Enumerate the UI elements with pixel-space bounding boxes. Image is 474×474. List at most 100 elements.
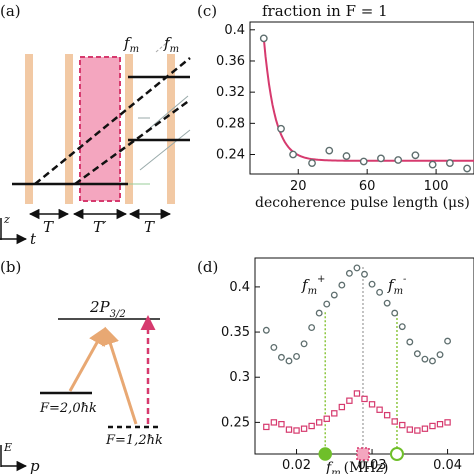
data-point-d-circle: [383, 299, 391, 307]
data-point-d-square: [444, 419, 451, 426]
data-point-d-square: [300, 425, 308, 432]
data-point-d-square: [308, 422, 315, 430]
pulse-bar-2: [65, 54, 73, 204]
ytick-label-c: 0.36: [216, 54, 245, 69]
upper-level-label: 2P3/2: [89, 298, 126, 320]
panel-d: (d) 0.02 0.03 0.04 0.25 0.3 0.35 0.4 fm+ fm- f…: [197, 257, 474, 474]
interval-label-3: T: [144, 218, 155, 236]
data-point-c: [377, 154, 385, 163]
xtick-label-d: 0.03: [358, 458, 387, 473]
data-point-d-square: [323, 415, 330, 422]
energy-axis-label: E: [3, 441, 12, 454]
dashed-path-upper: [34, 57, 191, 185]
data-point-d-circle: [421, 355, 429, 363]
momentum-axis-label: p: [30, 457, 40, 474]
panel-b: (b) 2P3/2 F=2,0ħk F=1,2ħk p E: [0, 258, 163, 474]
fm-plus-label: fm+: [301, 274, 325, 297]
dashed-path-lower: [74, 98, 191, 186]
data-point-d-circle: [270, 343, 278, 351]
position-axis-label: z: [3, 213, 10, 226]
xtick-label-d: 0.02: [282, 458, 311, 473]
pulse-bar-1: [25, 54, 33, 204]
interval-label-2: T′: [93, 218, 107, 236]
data-point-c: [394, 156, 403, 164]
level-left-label: F=2,0ħk: [39, 401, 97, 416]
thin-path-1: [139, 129, 191, 171]
data-point-c: [259, 34, 268, 43]
data-point-d-circle: [413, 350, 421, 358]
data-point-d-square: [421, 425, 429, 432]
panel-c-label: (c): [197, 2, 217, 20]
center-marker: [356, 447, 370, 461]
xtick-label-c: 100: [424, 179, 449, 194]
data-point-d-square: [361, 395, 368, 403]
plot-d-xlabel: fm (MHz): [325, 460, 389, 474]
data-point-d-square: [278, 420, 285, 428]
ytick-label-c: 0.4: [224, 23, 245, 38]
data-point-d-circle: [315, 309, 323, 317]
data-point-d-circle: [391, 309, 399, 317]
data-point-d-circle: [368, 280, 376, 288]
data-point-d-circle: [444, 337, 452, 345]
data-point-d-circle: [398, 323, 406, 331]
panel-c-title: fraction in F = 1: [262, 2, 388, 20]
data-point-d-square: [315, 419, 323, 426]
data-point-c: [308, 159, 316, 167]
data-point-d-square: [285, 426, 293, 433]
data-point-d-circle: [345, 269, 353, 277]
data-point-d-square: [270, 419, 278, 426]
data-point-d-circle: [406, 338, 414, 346]
data-point-d-square: [346, 397, 353, 404]
data-point-d-circle: [323, 300, 331, 308]
level-right-label: F=1,2ħk: [105, 433, 163, 448]
panel-a: (a) fm fm T T′ T t z: [0, 2, 191, 248]
plot-c-xlabel: decoherence pulse length (μs): [255, 195, 470, 211]
data-point-d-circle: [376, 288, 384, 296]
transition-arrow-right: [101, 326, 138, 425]
data-point-d-circle: [330, 291, 338, 299]
data-point-d-circle: [429, 357, 436, 365]
data-point-c: [411, 151, 420, 160]
data-point-c: [325, 146, 334, 155]
fm-minus-marker: [389, 447, 404, 461]
transition-arrow-left: [68, 326, 106, 392]
data-point-d-circle: [353, 264, 361, 272]
panel-a-label: (a): [0, 2, 21, 20]
ytick-label-d: 0.4: [229, 280, 250, 295]
data-point-c: [445, 159, 454, 167]
data-point-d-circle: [262, 326, 270, 334]
data-point-d-square: [353, 390, 361, 397]
data-point-d-square: [368, 401, 376, 408]
data-point-d-square: [399, 421, 406, 429]
data-point-d-square: [414, 427, 421, 434]
data-point-d-circle: [300, 340, 308, 348]
interval-label-1: T: [43, 218, 54, 236]
ytick-label-c: 0.28: [216, 116, 245, 131]
ytick-label-d: 0.25: [221, 415, 250, 430]
panel-c: (c) fraction in F = 1 20 60 100 0.24 0.28 0.3…: [197, 2, 474, 211]
ytick-label-d: 0.35: [221, 325, 250, 340]
fm-label-2: fm: [163, 34, 179, 55]
data-point-d-square: [376, 406, 383, 413]
fm-minus-label: fm-: [387, 274, 407, 297]
fm-label-1: fm: [123, 34, 139, 55]
data-point-d-square: [338, 403, 346, 411]
pulse-bar-3: [125, 54, 133, 204]
xtick-label-d: 0.04: [433, 458, 462, 473]
xtick-label-c: 20: [290, 179, 307, 194]
data-point-d-circle: [308, 324, 316, 331]
data-point-d-square: [406, 426, 414, 433]
data-point-d-square: [391, 418, 398, 425]
data-point-d-square: [436, 420, 444, 428]
data-point-c: [428, 160, 437, 169]
data-point-c: [342, 152, 351, 160]
data-point-c: [359, 157, 368, 166]
data-point-d-circle: [277, 353, 285, 361]
data-point-c: [277, 124, 285, 133]
decoherence-pulse: [79, 56, 121, 202]
xtick-label-c: 60: [359, 179, 376, 194]
data-point-d-circle: [361, 270, 368, 278]
thin-path-5: [155, 39, 171, 53]
fm-plus-marker: [318, 447, 332, 461]
plot-d: 0.02 0.03 0.04 0.25 0.3 0.35 0.4: [221, 264, 462, 473]
